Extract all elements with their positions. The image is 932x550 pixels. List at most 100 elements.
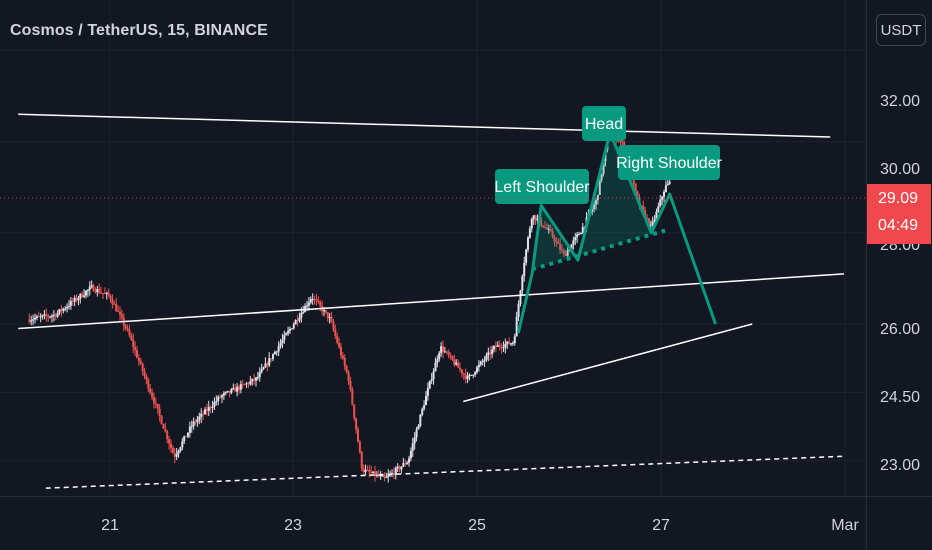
grid	[0, 0, 866, 496]
candle-body	[415, 429, 418, 438]
candle-body	[179, 447, 182, 451]
candle-body	[183, 436, 186, 442]
trendline-rising-support	[463, 323, 753, 403]
candle-body	[49, 316, 52, 318]
candle-body	[322, 309, 325, 312]
candle-body	[43, 314, 46, 316]
candle-body	[339, 347, 342, 356]
symbol-title[interactable]: Cosmos / TetherUS, 15, BINANCE	[10, 22, 268, 39]
candle-body	[98, 289, 101, 293]
candle-body	[54, 314, 57, 317]
candle-body	[71, 301, 74, 303]
candle-body	[424, 395, 427, 406]
label-head: Head	[585, 116, 623, 133]
trendlines[interactable]	[18, 113, 845, 489]
candle-body	[423, 405, 426, 409]
candle-body	[39, 316, 42, 318]
candle-body	[428, 380, 431, 389]
candle-body	[328, 317, 331, 319]
time-tick: 21	[101, 517, 119, 534]
candle-body	[581, 227, 584, 233]
candle-body	[145, 375, 148, 380]
candle-body	[298, 317, 301, 321]
price-tick: 23.00	[880, 457, 920, 474]
candle-body	[154, 403, 157, 405]
candle-body	[292, 324, 295, 329]
candle-body	[476, 367, 478, 373]
candle-body	[347, 372, 350, 381]
candle-body	[498, 345, 501, 347]
candle-body	[441, 346, 444, 352]
candle-body	[510, 343, 513, 345]
candle-body	[118, 311, 121, 315]
candle-body	[555, 241, 558, 243]
candle-body	[392, 472, 395, 475]
candle-body	[511, 343, 514, 345]
candle-body	[268, 358, 271, 366]
candle-body	[508, 341, 511, 345]
candle-body	[311, 298, 314, 300]
candle-body	[228, 390, 231, 393]
candle-body	[83, 295, 86, 297]
candle-body	[525, 249, 528, 263]
candle-body	[151, 392, 154, 398]
candle-body	[217, 396, 220, 402]
price-tick: 32.00	[880, 93, 920, 110]
price-tick: 30.00	[880, 161, 920, 178]
candle-body	[245, 383, 248, 385]
candle-body	[373, 471, 376, 477]
candle-body	[345, 365, 348, 373]
candle-body	[396, 466, 399, 469]
candle-body	[483, 359, 486, 362]
candle-body	[566, 250, 569, 256]
candle-body	[194, 421, 197, 423]
currency-button[interactable]: USDT	[876, 14, 926, 46]
candle-body	[237, 386, 240, 390]
candle-body	[152, 397, 155, 404]
candle-body	[37, 316, 40, 318]
candle-body	[211, 406, 214, 408]
candle-body	[527, 237, 530, 250]
candle-body	[458, 367, 461, 370]
candle-body	[647, 218, 650, 226]
candle-body	[570, 244, 573, 250]
candle-body	[202, 413, 205, 415]
candle-body	[296, 320, 299, 322]
candle-body	[249, 381, 252, 385]
candle-body	[445, 351, 448, 353]
candle-body	[203, 409, 206, 415]
pattern-fill	[532, 132, 666, 274]
candle-body	[549, 228, 552, 231]
candle-body	[449, 355, 452, 357]
candle-body	[192, 421, 195, 427]
candle-body	[372, 471, 375, 474]
candle-body	[130, 335, 133, 340]
candle-body	[336, 335, 339, 343]
trendline-middle-support	[18, 273, 845, 330]
candle-body	[287, 330, 290, 334]
candle-body	[128, 329, 131, 336]
candle-body	[402, 463, 405, 467]
candle-body	[241, 384, 244, 386]
candle-body	[164, 428, 167, 432]
head-and-shoulders-pattern[interactable]	[516, 130, 717, 334]
candle-body	[290, 328, 293, 330]
candle-body	[487, 352, 490, 356]
candle-body	[426, 388, 429, 396]
candle-body	[502, 347, 505, 349]
candle-body	[466, 376, 469, 379]
candle-body	[419, 414, 422, 426]
candle-body	[542, 225, 545, 228]
candle-body	[661, 196, 664, 200]
candle-body	[254, 377, 257, 381]
candle-body	[455, 362, 458, 365]
candle-body	[177, 450, 180, 454]
candle-body	[162, 424, 165, 429]
candle-body	[50, 315, 53, 317]
candle-body	[406, 462, 409, 465]
candle-body	[84, 291, 87, 296]
candle-body	[547, 228, 550, 230]
candle-body	[474, 372, 477, 375]
